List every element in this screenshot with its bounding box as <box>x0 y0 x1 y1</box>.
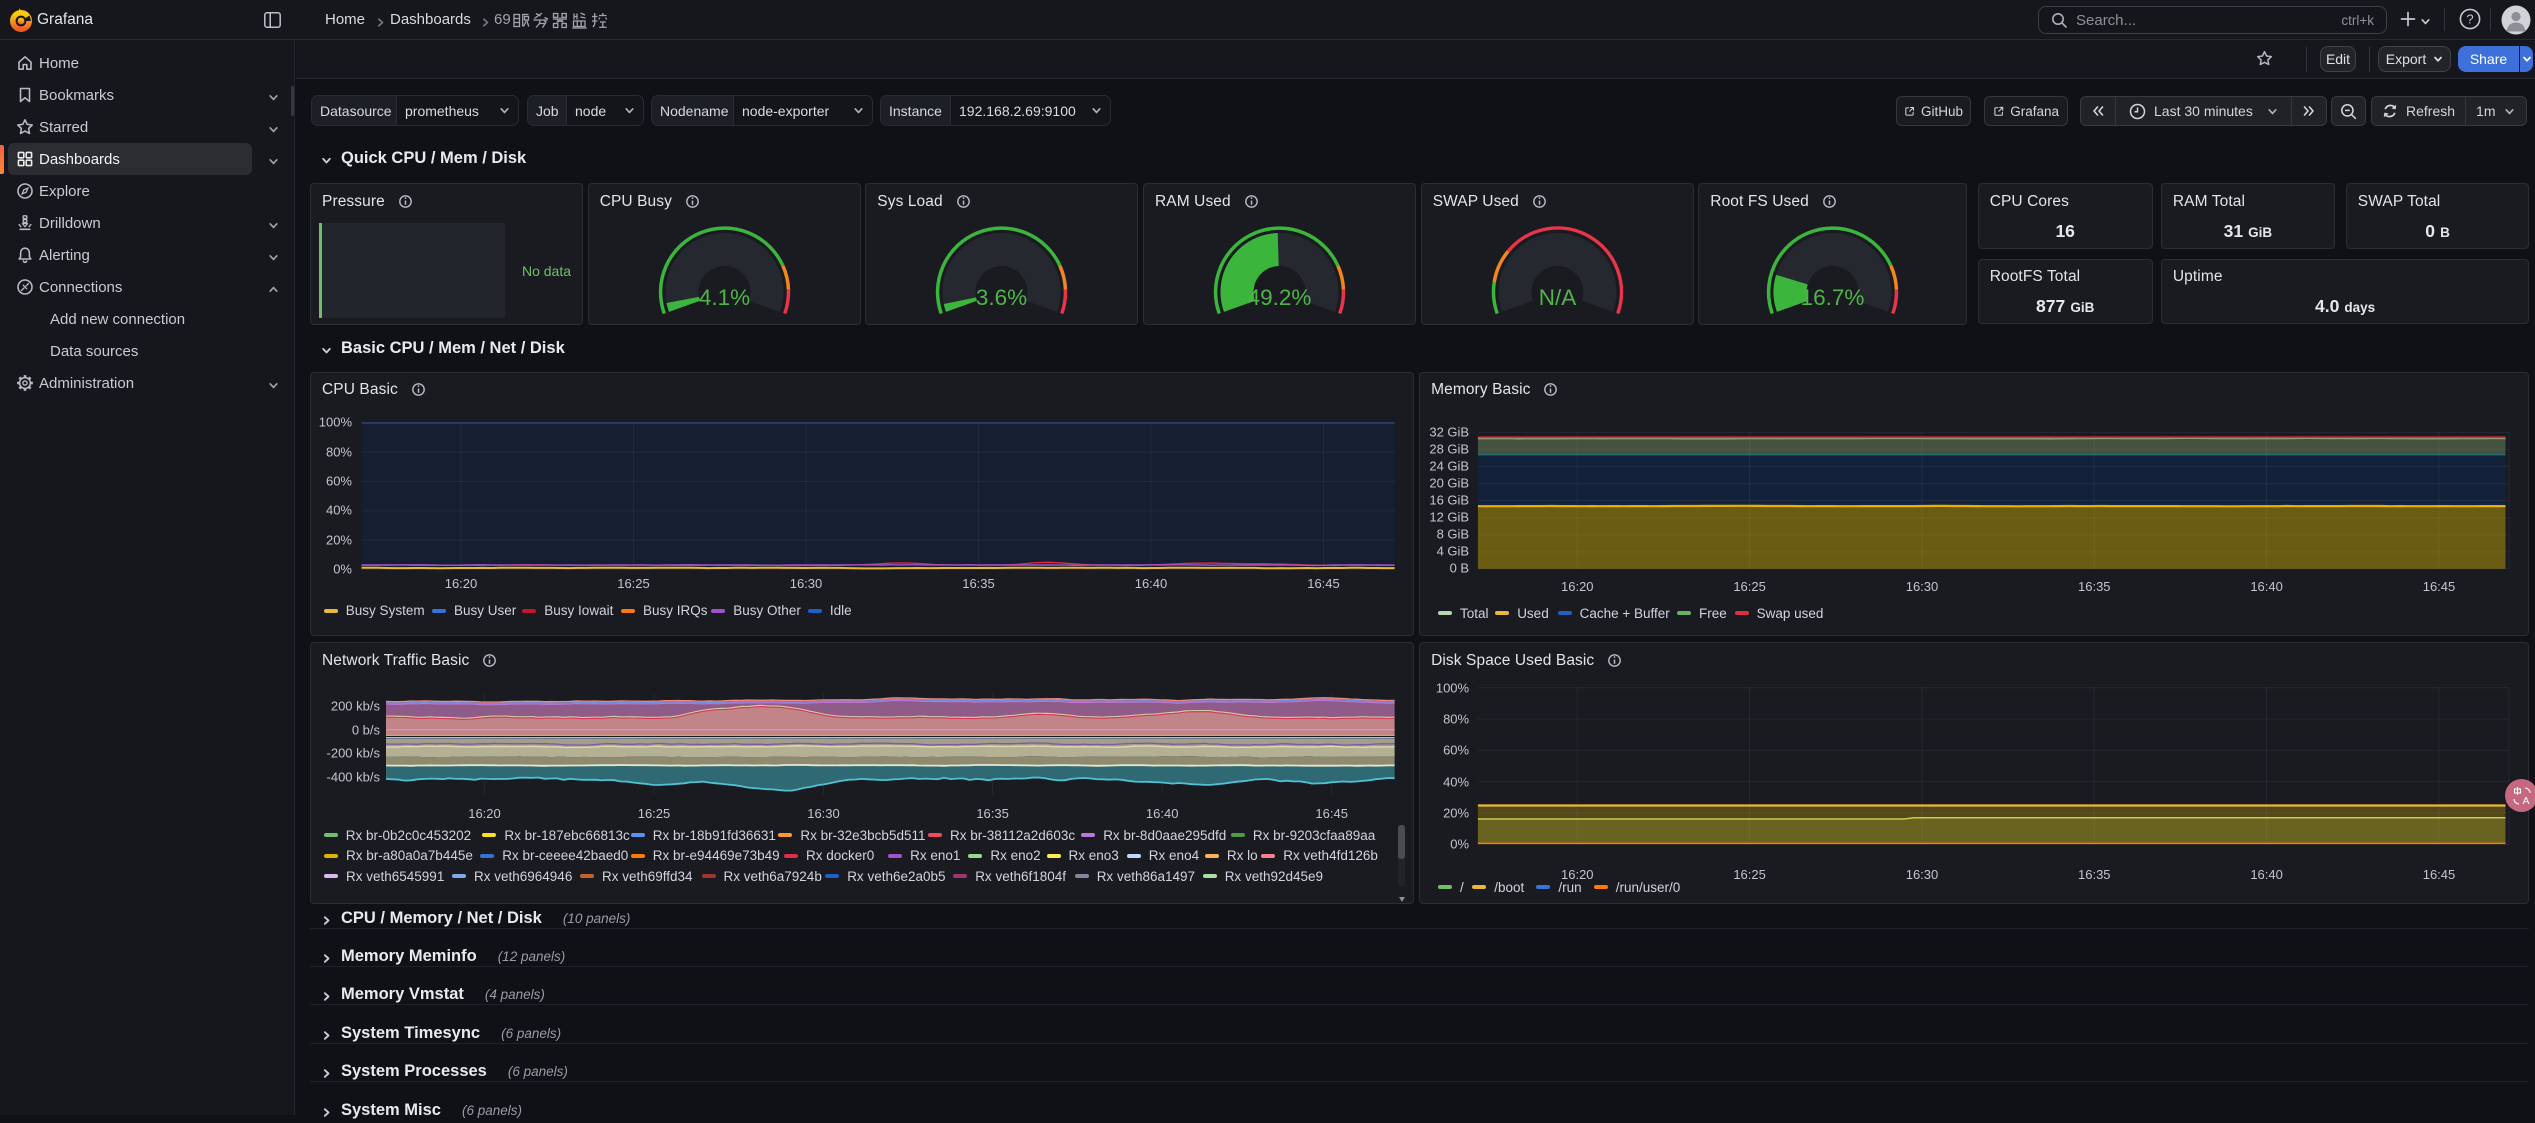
svg-text:A: A <box>2522 795 2529 807</box>
svg-text:16.7%: 16.7% <box>1801 285 1865 310</box>
svg-text:4.1%: 4.1% <box>699 285 750 310</box>
svg-text:49.2%: 49.2% <box>1248 285 1312 310</box>
svg-text:3.6%: 3.6% <box>976 285 1027 310</box>
svg-text:N/A: N/A <box>1538 285 1576 310</box>
svg-text:?: ? <box>2466 12 2473 27</box>
